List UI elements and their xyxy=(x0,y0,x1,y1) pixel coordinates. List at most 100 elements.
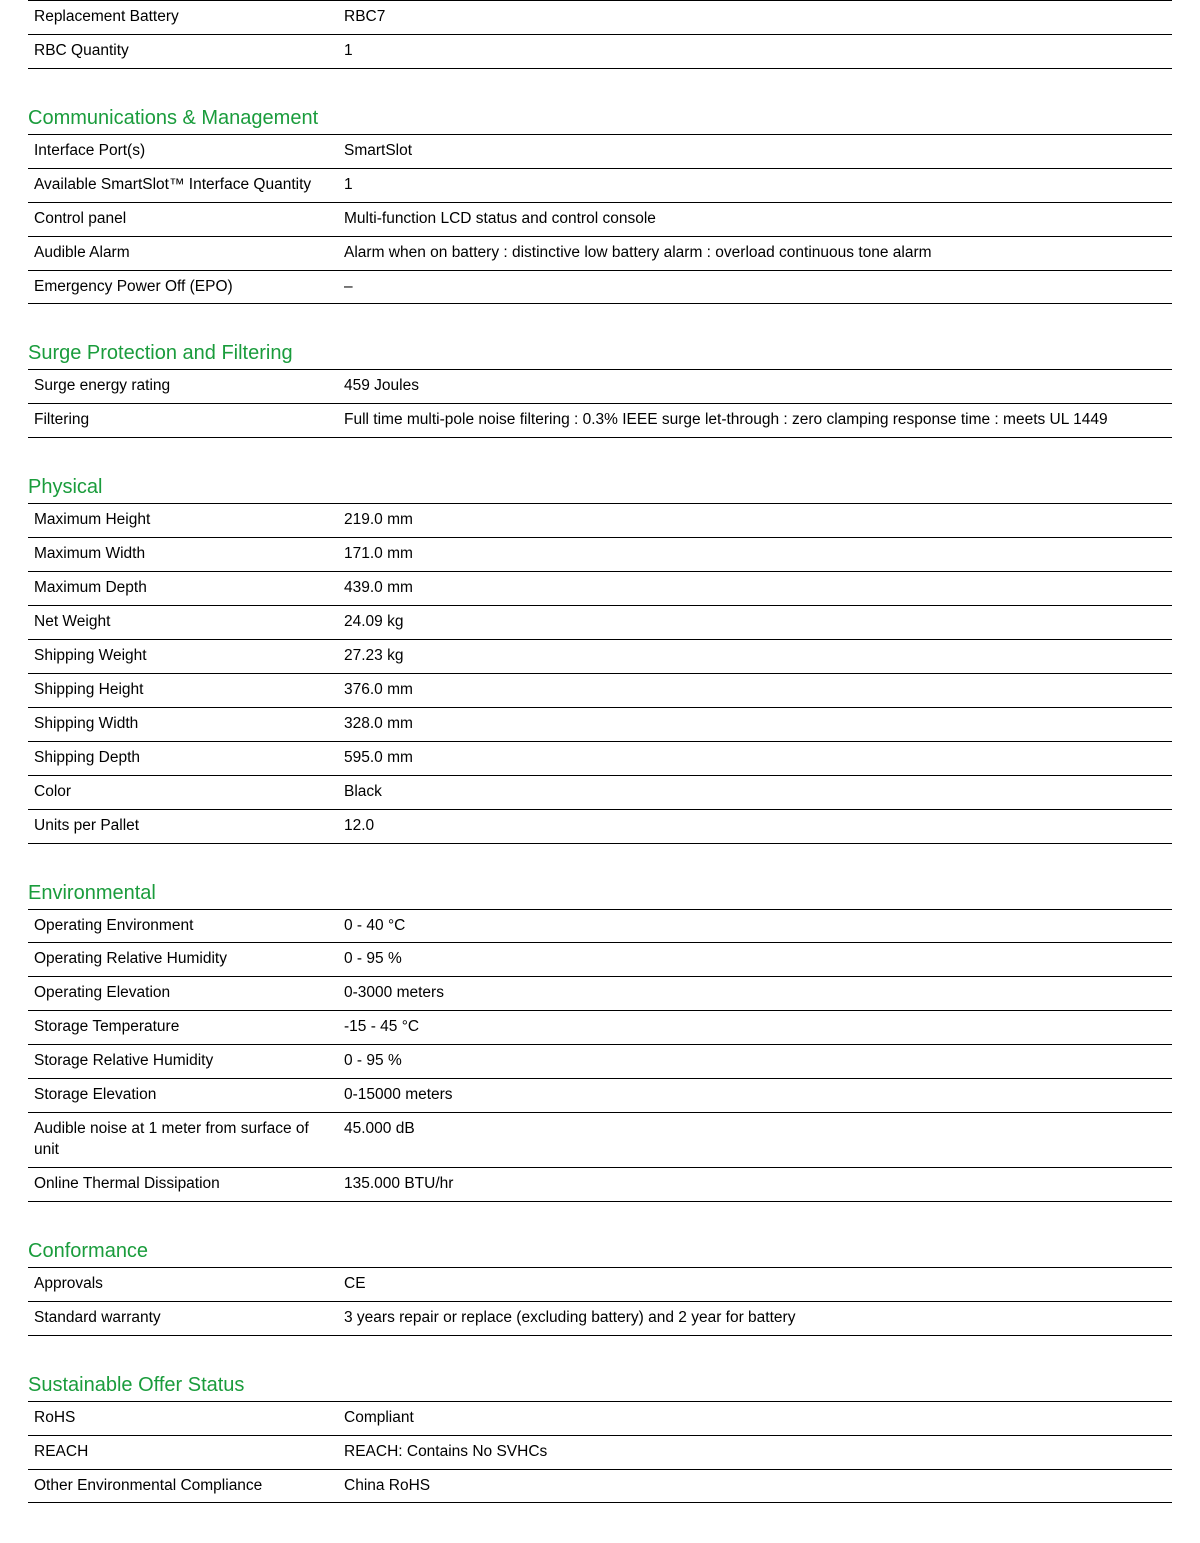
spec-value: 1 xyxy=(338,168,1172,202)
table-row: Audible AlarmAlarm when on battery : dis… xyxy=(28,236,1172,270)
table-row: ColorBlack xyxy=(28,775,1172,809)
spec-value: 439.0 mm xyxy=(338,572,1172,606)
spec-value: – xyxy=(338,270,1172,304)
spec-value: 135.000 BTU/hr xyxy=(338,1167,1172,1201)
spec-label: Control panel xyxy=(28,202,338,236)
table-row: Surge energy rating459 Joules xyxy=(28,370,1172,404)
spec-section: Sustainable Offer StatusRoHSCompliantREA… xyxy=(28,1374,1172,1504)
section-title: Conformance xyxy=(28,1240,1172,1267)
spec-table: Operating Environment0 - 40 °COperating … xyxy=(28,909,1172,1202)
spec-label: Shipping Weight xyxy=(28,639,338,673)
table-row: Operating Relative Humidity0 - 95 % xyxy=(28,943,1172,977)
spec-label: Storage Relative Humidity xyxy=(28,1045,338,1079)
table-row: Emergency Power Off (EPO)– xyxy=(28,270,1172,304)
table-row: Storage Temperature-15 - 45 °C xyxy=(28,1011,1172,1045)
spec-label: Available SmartSlot™ Interface Quantity xyxy=(28,168,338,202)
spec-value: 376.0 mm xyxy=(338,673,1172,707)
spec-label: RBC Quantity xyxy=(28,34,338,68)
spec-label: Operating Environment xyxy=(28,909,338,943)
spec-value: CE xyxy=(338,1267,1172,1301)
spec-value: China RoHS xyxy=(338,1469,1172,1503)
spec-value: 45.000 dB xyxy=(338,1113,1172,1168)
table-row: Maximum Width171.0 mm xyxy=(28,538,1172,572)
spec-label: Shipping Height xyxy=(28,673,338,707)
spec-table: RoHSCompliantREACHREACH: Contains No SVH… xyxy=(28,1401,1172,1504)
table-row: Standard warranty3 years repair or repla… xyxy=(28,1301,1172,1335)
table-row: Maximum Height219.0 mm xyxy=(28,504,1172,538)
spec-label: Storage Temperature xyxy=(28,1011,338,1045)
spec-label: Maximum Height xyxy=(28,504,338,538)
table-row: Interface Port(s)SmartSlot xyxy=(28,134,1172,168)
table-row: Units per Pallet12.0 xyxy=(28,809,1172,843)
table-row: Net Weight24.09 kg xyxy=(28,606,1172,640)
spec-table: Surge energy rating459 JoulesFilteringFu… xyxy=(28,369,1172,438)
spec-sheet: Replacement BatteryRBC7RBC Quantity1Comm… xyxy=(28,0,1172,1503)
table-row: REACHREACH: Contains No SVHCs xyxy=(28,1435,1172,1469)
spec-section: Communications & ManagementInterface Por… xyxy=(28,107,1172,305)
spec-label: Online Thermal Dissipation xyxy=(28,1167,338,1201)
table-row: Shipping Depth595.0 mm xyxy=(28,741,1172,775)
spec-value: 0-3000 meters xyxy=(338,977,1172,1011)
spec-table: Maximum Height219.0 mmMaximum Width171.0… xyxy=(28,503,1172,843)
spec-label: Interface Port(s) xyxy=(28,134,338,168)
spec-value: SmartSlot xyxy=(338,134,1172,168)
spec-value: 1 xyxy=(338,34,1172,68)
table-row: Shipping Height376.0 mm xyxy=(28,673,1172,707)
section-title: Sustainable Offer Status xyxy=(28,1374,1172,1401)
spec-label: Other Environmental Compliance xyxy=(28,1469,338,1503)
spec-section: ConformanceApprovalsCEStandard warranty3… xyxy=(28,1240,1172,1336)
spec-label: Shipping Width xyxy=(28,707,338,741)
table-row: Other Environmental ComplianceChina RoHS xyxy=(28,1469,1172,1503)
spec-label: Units per Pallet xyxy=(28,809,338,843)
spec-section: EnvironmentalOperating Environment0 - 40… xyxy=(28,882,1172,1202)
table-row: Shipping Weight27.23 kg xyxy=(28,639,1172,673)
spec-value: 459 Joules xyxy=(338,370,1172,404)
spec-label: Operating Relative Humidity xyxy=(28,943,338,977)
table-row: FilteringFull time multi-pole noise filt… xyxy=(28,404,1172,438)
spec-value: -15 - 45 °C xyxy=(338,1011,1172,1045)
table-row: Replacement BatteryRBC7 xyxy=(28,1,1172,35)
spec-section: Replacement BatteryRBC7RBC Quantity1 xyxy=(28,0,1172,69)
table-row: RoHSCompliant xyxy=(28,1401,1172,1435)
spec-value: 3 years repair or replace (excluding bat… xyxy=(338,1301,1172,1335)
spec-label: Audible noise at 1 meter from surface of… xyxy=(28,1113,338,1168)
spec-label: Color xyxy=(28,775,338,809)
table-row: ApprovalsCE xyxy=(28,1267,1172,1301)
spec-value: 0 - 95 % xyxy=(338,1045,1172,1079)
section-title: Physical xyxy=(28,476,1172,503)
spec-label: Maximum Depth xyxy=(28,572,338,606)
spec-value: RBC7 xyxy=(338,1,1172,35)
spec-label: Operating Elevation xyxy=(28,977,338,1011)
spec-value: 24.09 kg xyxy=(338,606,1172,640)
table-row: Audible noise at 1 meter from surface of… xyxy=(28,1113,1172,1168)
spec-value: 0 - 95 % xyxy=(338,943,1172,977)
spec-label: Emergency Power Off (EPO) xyxy=(28,270,338,304)
table-row: Online Thermal Dissipation135.000 BTU/hr xyxy=(28,1167,1172,1201)
spec-value: Compliant xyxy=(338,1401,1172,1435)
table-row: RBC Quantity1 xyxy=(28,34,1172,68)
spec-table: Replacement BatteryRBC7RBC Quantity1 xyxy=(28,0,1172,69)
spec-value: Black xyxy=(338,775,1172,809)
spec-section: PhysicalMaximum Height219.0 mmMaximum Wi… xyxy=(28,476,1172,843)
spec-label: Filtering xyxy=(28,404,338,438)
spec-label: Approvals xyxy=(28,1267,338,1301)
spec-value: 328.0 mm xyxy=(338,707,1172,741)
spec-label: Net Weight xyxy=(28,606,338,640)
spec-value: Multi-function LCD status and control co… xyxy=(338,202,1172,236)
spec-value: Full time multi-pole noise filtering : 0… xyxy=(338,404,1172,438)
spec-label: REACH xyxy=(28,1435,338,1469)
spec-label: Storage Elevation xyxy=(28,1079,338,1113)
table-row: Maximum Depth439.0 mm xyxy=(28,572,1172,606)
table-row: Storage Elevation0-15000 meters xyxy=(28,1079,1172,1113)
table-row: Operating Elevation0-3000 meters xyxy=(28,977,1172,1011)
spec-value: 171.0 mm xyxy=(338,538,1172,572)
spec-table: ApprovalsCEStandard warranty3 years repa… xyxy=(28,1267,1172,1336)
spec-value: 0 - 40 °C xyxy=(338,909,1172,943)
table-row: Available SmartSlot™ Interface Quantity1 xyxy=(28,168,1172,202)
spec-value: 0-15000 meters xyxy=(338,1079,1172,1113)
spec-value: Alarm when on battery : distinctive low … xyxy=(338,236,1172,270)
spec-label: Maximum Width xyxy=(28,538,338,572)
table-row: Operating Environment0 - 40 °C xyxy=(28,909,1172,943)
spec-value: 219.0 mm xyxy=(338,504,1172,538)
spec-label: Replacement Battery xyxy=(28,1,338,35)
